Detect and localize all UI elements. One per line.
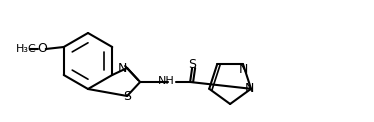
Text: S: S (123, 90, 131, 102)
Text: S: S (188, 57, 196, 71)
Text: N: N (244, 82, 254, 95)
Text: N: N (238, 63, 248, 76)
Text: O: O (37, 42, 47, 56)
Text: NH: NH (158, 76, 175, 86)
Text: N: N (117, 61, 127, 75)
Text: H₃C: H₃C (15, 44, 36, 54)
